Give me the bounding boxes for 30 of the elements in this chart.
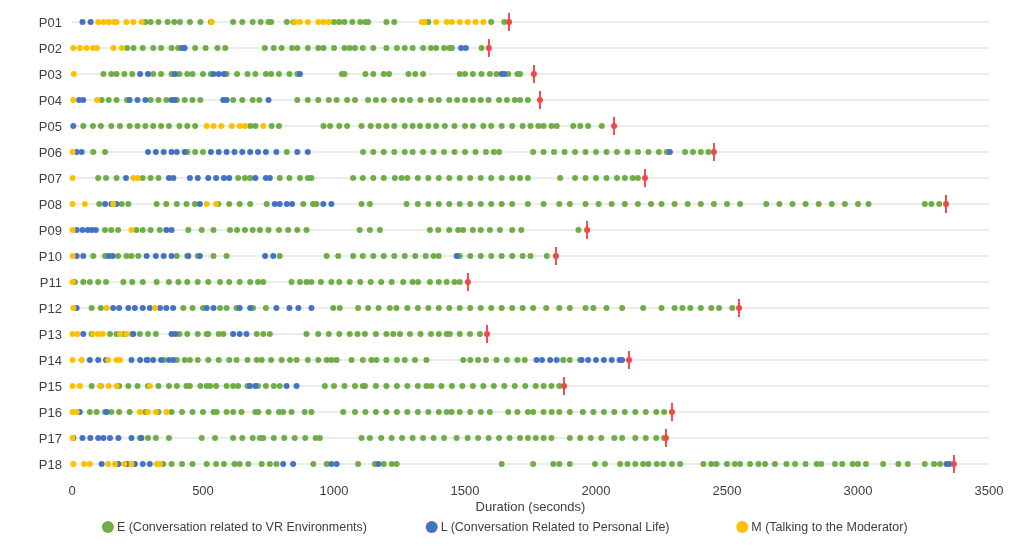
x-tick-label: 1000 <box>319 483 349 498</box>
y-tick-label: P13 <box>38 326 62 342</box>
y-tick-label: P07 <box>38 170 62 186</box>
x-tick-label: 500 <box>192 483 214 498</box>
y-tick-label: P01 <box>38 14 62 30</box>
legend-label: E (Conversation related to VR Environments) <box>116 520 368 534</box>
y-tick-label: P05 <box>38 118 62 134</box>
y-tick-label: P03 <box>38 66 62 82</box>
y-tick-label: P04 <box>38 92 62 108</box>
x-tick-label: 0 <box>68 483 76 498</box>
y-tick-label: P12 <box>38 300 62 316</box>
x-tick-label: 2500 <box>712 483 742 498</box>
legend-label: L (Conversation Related to Personal Life) <box>440 520 670 534</box>
y-tick-label: P11 <box>39 274 62 290</box>
x-tick-label: 3000 <box>843 483 873 498</box>
y-tick-label: P08 <box>38 196 62 212</box>
y-tick-label: P14 <box>38 352 62 368</box>
y-tick-label: P18 <box>38 456 62 472</box>
x-axis-title: Duration (seconds) <box>475 499 586 514</box>
x-tick-label: 3500 <box>974 483 1004 498</box>
y-tick-label: P06 <box>38 144 62 160</box>
y-tick-label: P09 <box>38 222 62 238</box>
y-tick-label: P16 <box>38 404 62 420</box>
x-tick-label: 2000 <box>581 483 611 498</box>
y-tick-label: P02 <box>38 40 62 56</box>
legend-label: M (Talking to the Moderator) <box>751 520 908 534</box>
y-tick-label: P17 <box>38 430 62 446</box>
x-tick-label: 1500 <box>450 483 480 498</box>
y-tick-label: P10 <box>38 248 62 264</box>
y-tick-label: P15 <box>38 378 62 394</box>
